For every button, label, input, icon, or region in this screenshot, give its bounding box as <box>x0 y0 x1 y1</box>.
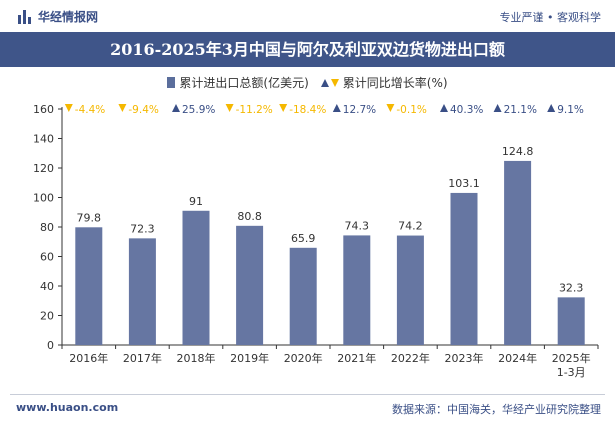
growth-label: -4.4% <box>75 104 105 116</box>
x-tick-label: 2018年 <box>177 351 216 365</box>
top-bar: 华经情报网 专业严谨 • 客观科学 <box>0 0 615 32</box>
y-tick-label: 160 <box>33 103 54 116</box>
bar[interactable] <box>450 192 478 345</box>
x-tick-label: 2019年 <box>230 351 269 365</box>
growth-label: -9.4% <box>128 104 158 116</box>
legend-item-growth[interactable]: 累计同比增长率(%) <box>320 74 448 91</box>
legend: 累计进出口总额(亿美元) 累计同比增长率(%) <box>0 74 615 91</box>
y-tick-label: 80 <box>40 221 54 234</box>
bar-value-label: 80.8 <box>237 210 262 223</box>
brand[interactable]: 华经情报网 <box>18 8 98 25</box>
bar-value-label: 74.3 <box>345 219 370 232</box>
x-tick-label: 2021年 <box>337 351 376 365</box>
growth-up-triangle-icon <box>493 104 502 112</box>
bar[interactable] <box>557 297 585 345</box>
x-tick-label: 2025年 <box>552 351 591 365</box>
bar-value-label: 74.2 <box>398 220 423 233</box>
x-tick-label: 2022年 <box>391 351 430 365</box>
y-tick-label: 40 <box>40 280 54 293</box>
legend-label-total: 累计进出口总额(亿美元) <box>179 76 309 90</box>
y-tick-label: 20 <box>40 310 54 323</box>
x-tick-label: 2024年 <box>498 351 537 365</box>
growth-label: 9.1% <box>557 104 584 116</box>
growth-label: 25.9% <box>182 104 215 116</box>
tagline: 专业严谨 • 客观科学 <box>499 11 601 24</box>
bar-value-label: 103.1 <box>448 177 480 190</box>
footer-website-link[interactable]: www.huaon.com <box>16 401 119 414</box>
growth-label: 12.7% <box>343 104 376 116</box>
bar-value-label: 124.8 <box>502 145 534 158</box>
bar[interactable] <box>236 225 264 345</box>
bar-value-label: 79.8 <box>77 211 102 224</box>
bar[interactable] <box>128 238 156 345</box>
legend-item-total[interactable]: 累计进出口总额(亿美元) <box>167 74 309 91</box>
bar[interactable] <box>182 210 210 345</box>
x-tick-label: 2017年 <box>123 351 162 365</box>
brand-name: 华经情报网 <box>38 10 99 24</box>
bar[interactable] <box>504 160 532 345</box>
growth-label: 21.1% <box>504 104 537 116</box>
x-tick-label: 2023年 <box>445 351 484 365</box>
growth-down-triangle-icon <box>225 104 234 112</box>
bar[interactable] <box>396 235 424 345</box>
x-tick-label: 2020年 <box>284 351 323 365</box>
growth-up-triangle-icon <box>547 104 556 112</box>
y-tick-label: 60 <box>40 251 54 264</box>
growth-label: -11.2% <box>236 104 273 116</box>
x-tick-label: 1-3月 <box>557 366 586 379</box>
bar[interactable] <box>289 247 317 345</box>
legend-up-triangle-icon <box>320 78 329 87</box>
x-tick-label: 2016年 <box>69 351 108 365</box>
growth-up-triangle-icon <box>332 104 341 112</box>
legend-label-growth: 累计同比增长率(%) <box>342 76 448 90</box>
legend-down-triangle-icon <box>330 78 339 87</box>
growth-down-triangle-icon <box>118 104 127 112</box>
chart-title: 2016-2025年3月中国与阿尔及利亚双边货物进出口额 <box>0 32 615 67</box>
brand-logo-icon <box>18 9 32 24</box>
growth-up-triangle-icon <box>440 104 448 112</box>
growth-label: -18.4% <box>289 104 326 116</box>
y-tick-label: 0 <box>47 339 54 352</box>
legend-bar-swatch-icon <box>167 77 176 88</box>
bar-value-label: 91 <box>189 195 203 208</box>
footer-source: 数据来源：中国海关，华经产业研究院整理 <box>392 403 601 416</box>
footer-divider <box>10 394 605 395</box>
growth-up-triangle-icon <box>172 104 180 112</box>
bar-value-label: 65.9 <box>291 232 316 245</box>
y-tick-label: 140 <box>33 133 54 146</box>
bar[interactable] <box>75 227 103 345</box>
growth-label: 40.3% <box>450 104 483 116</box>
y-tick-label: 120 <box>33 162 54 175</box>
growth-down-triangle-icon <box>64 104 73 112</box>
y-tick-label: 100 <box>33 192 54 205</box>
bar-value-label: 72.3 <box>130 222 155 235</box>
growth-down-triangle-icon <box>386 104 395 112</box>
bar-value-label: 32.3 <box>559 281 584 294</box>
growth-label: -0.1% <box>396 104 426 116</box>
bar[interactable] <box>343 235 371 345</box>
growth-down-triangle-icon <box>279 104 288 112</box>
